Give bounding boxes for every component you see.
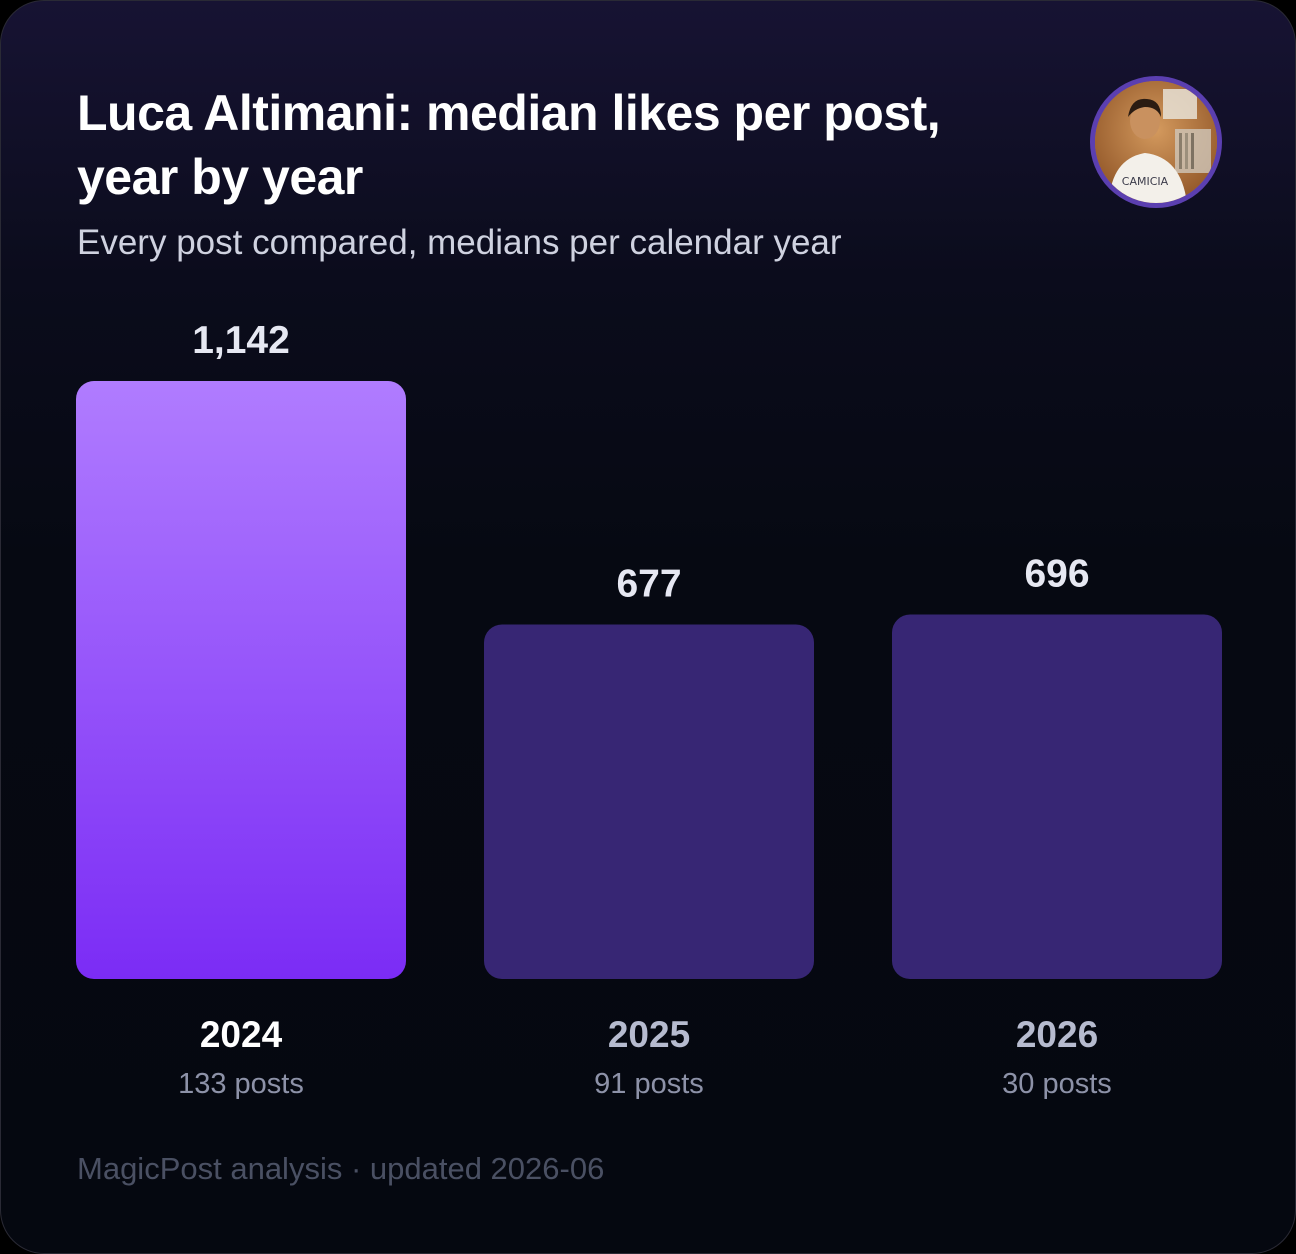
profile-photo-icon: CAMICIA (1095, 81, 1217, 203)
category-label-2025: 2025 (608, 1014, 690, 1055)
value-label-2025: 677 (616, 562, 681, 605)
post-count-2025: 91 posts (594, 1068, 704, 1100)
footer-note: MagicPost analysis · updated 2026-06 (77, 1151, 605, 1186)
value-label-2024: 1,142 (192, 319, 290, 362)
chart-title: Luca Altimani: median likes per post, ye… (77, 85, 941, 205)
category-label-2026: 2026 (1016, 1014, 1098, 1055)
avatar-shirt-text: CAMICIA (1122, 175, 1169, 188)
post-count-2026: 30 posts (1002, 1068, 1112, 1100)
category-label-2024: 2024 (200, 1014, 283, 1055)
chart-subtitle: Every post compared, medians per calenda… (77, 223, 842, 262)
profile-avatar: CAMICIA (1090, 76, 1222, 208)
bar-2025 (484, 624, 814, 979)
bar-2024 (76, 381, 406, 979)
post-count-2024: 133 posts (178, 1068, 304, 1100)
bar-2026 (892, 614, 1222, 979)
value-label-2026: 696 (1024, 553, 1089, 596)
